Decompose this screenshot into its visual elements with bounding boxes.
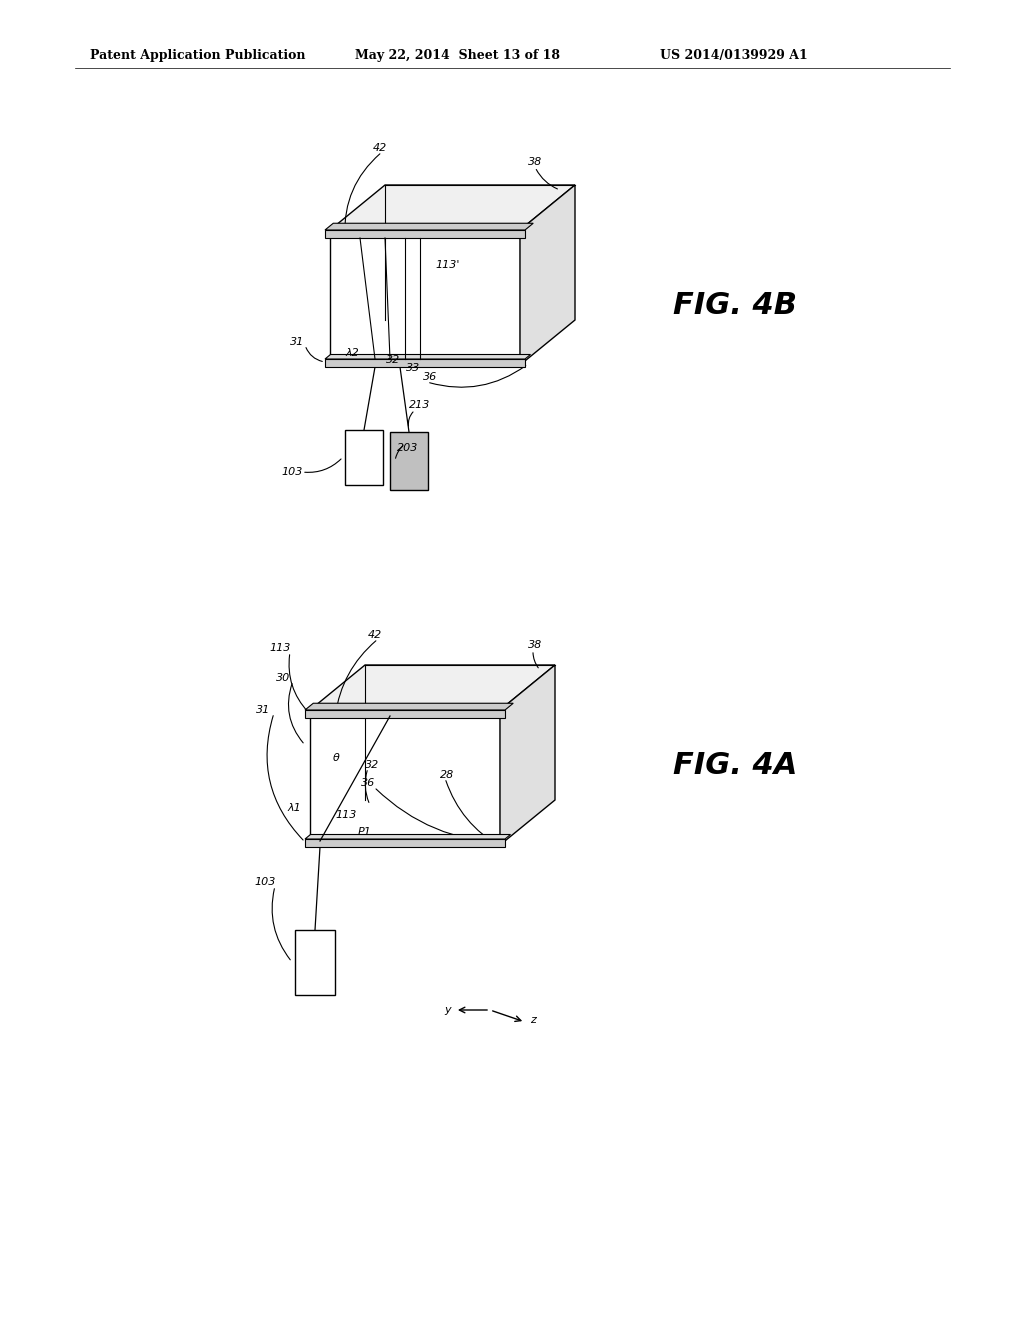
Text: P1: P1 (358, 828, 372, 837)
Text: 113': 113' (436, 260, 460, 271)
Text: 32: 32 (386, 355, 400, 366)
Text: 38: 38 (528, 157, 542, 168)
Text: y: y (444, 1005, 452, 1015)
Polygon shape (305, 710, 505, 718)
Polygon shape (330, 185, 575, 230)
Text: 32: 32 (365, 760, 379, 770)
Text: 113: 113 (269, 643, 291, 653)
Text: 31: 31 (256, 705, 270, 715)
Text: 203: 203 (397, 444, 419, 453)
Polygon shape (305, 834, 511, 840)
Text: θ: θ (333, 752, 339, 763)
Polygon shape (325, 230, 525, 238)
Polygon shape (330, 230, 520, 366)
Polygon shape (325, 355, 530, 359)
Text: λ2: λ2 (345, 348, 358, 358)
Polygon shape (520, 185, 575, 366)
Text: 42: 42 (368, 630, 382, 640)
Text: z: z (530, 1015, 536, 1026)
Text: 103: 103 (282, 467, 303, 477)
Text: 213: 213 (410, 400, 431, 411)
Polygon shape (500, 665, 555, 845)
Polygon shape (305, 840, 505, 847)
Text: May 22, 2014  Sheet 13 of 18: May 22, 2014 Sheet 13 of 18 (355, 49, 560, 62)
Text: 28: 28 (440, 770, 454, 780)
Text: US 2014/0139929 A1: US 2014/0139929 A1 (660, 49, 808, 62)
Text: 42: 42 (373, 143, 387, 153)
Text: 38: 38 (528, 640, 542, 649)
Polygon shape (310, 665, 555, 710)
Polygon shape (325, 359, 525, 367)
Text: Patent Application Publication: Patent Application Publication (90, 49, 305, 62)
Text: 103: 103 (254, 876, 275, 887)
Polygon shape (310, 710, 500, 845)
Polygon shape (305, 704, 513, 710)
Text: FIG. 4A: FIG. 4A (673, 751, 798, 780)
Polygon shape (325, 223, 534, 230)
Text: FIG. 4B: FIG. 4B (673, 290, 797, 319)
Polygon shape (295, 931, 335, 995)
Text: 113: 113 (335, 810, 356, 820)
Polygon shape (390, 432, 428, 490)
Text: 31: 31 (290, 337, 304, 347)
Polygon shape (345, 430, 383, 484)
Text: 36: 36 (423, 372, 437, 381)
Text: 33: 33 (406, 363, 420, 374)
Text: 36: 36 (360, 777, 375, 788)
Text: λ1: λ1 (287, 803, 301, 813)
Text: 30: 30 (275, 673, 290, 682)
